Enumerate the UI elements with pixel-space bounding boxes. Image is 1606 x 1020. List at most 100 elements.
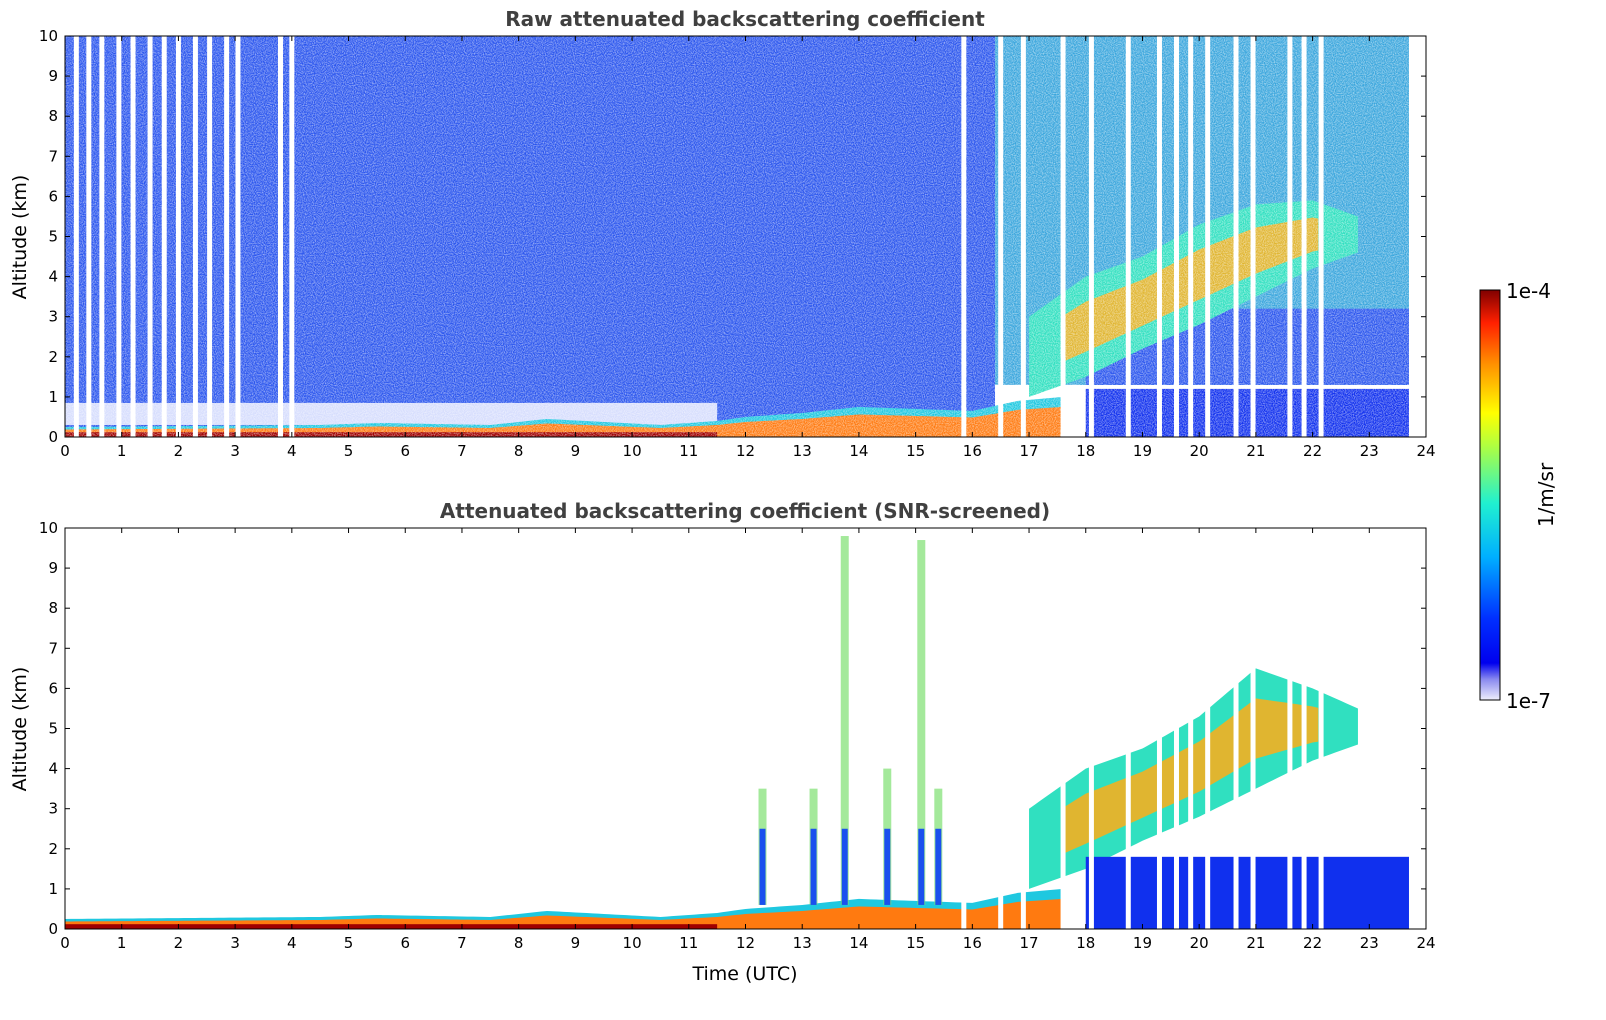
x-tick-label: 3 bbox=[230, 934, 240, 952]
colorbar-gradient bbox=[1479, 289, 1501, 701]
x-tick-label: 21 bbox=[1246, 442, 1265, 460]
y-tick-label: 10 bbox=[39, 27, 58, 45]
data-gap bbox=[224, 36, 230, 437]
heatmap-layer bbox=[65, 528, 1426, 929]
data-gap bbox=[147, 36, 153, 437]
y-axis-label: Altitude (km) bbox=[9, 667, 31, 792]
y-tick-label: 2 bbox=[48, 840, 58, 858]
x-tick-label: 3 bbox=[230, 442, 240, 460]
x-tick-label: 15 bbox=[906, 442, 925, 460]
y-tick-label: 7 bbox=[48, 639, 58, 657]
convective-spike-base bbox=[884, 828, 891, 905]
data-gap bbox=[99, 36, 105, 437]
x-tick-label: 6 bbox=[400, 934, 410, 952]
data-gap bbox=[1188, 528, 1194, 929]
data-gap bbox=[86, 36, 92, 437]
data-gap bbox=[1020, 528, 1026, 929]
x-axis-label: Time (UTC) bbox=[691, 963, 797, 985]
x-tick-label: 11 bbox=[679, 934, 698, 952]
x-tick-label: 20 bbox=[1190, 934, 1209, 952]
y-tick-label: 6 bbox=[48, 187, 58, 205]
data-gap bbox=[116, 36, 122, 437]
x-tick-label: 2 bbox=[174, 934, 184, 952]
x-tick-label: 10 bbox=[623, 442, 642, 460]
x-tick-label: 12 bbox=[736, 934, 755, 952]
y-tick-label: 5 bbox=[48, 228, 58, 246]
y-tick-label: 6 bbox=[48, 679, 58, 697]
panel-title: Raw attenuated backscattering coefficien… bbox=[505, 7, 985, 31]
x-tick-label: 5 bbox=[344, 934, 354, 952]
colorbar-unit-label: 1/m/sr bbox=[1534, 462, 1558, 527]
data-gap bbox=[1173, 36, 1179, 437]
y-tick-label: 3 bbox=[48, 800, 58, 818]
x-tick-label: 16 bbox=[963, 934, 982, 952]
convective-spike bbox=[917, 540, 926, 905]
y-tick-label: 7 bbox=[48, 147, 58, 165]
x-tick-label: 8 bbox=[514, 442, 524, 460]
data-gap bbox=[1287, 36, 1293, 437]
colorbar-min-label: 1e-7 bbox=[1506, 689, 1551, 713]
y-tick-label: 4 bbox=[48, 268, 58, 286]
data-gap bbox=[1287, 528, 1293, 929]
data-gap bbox=[961, 528, 967, 929]
y-tick-label: 4 bbox=[48, 760, 58, 778]
no-data-region bbox=[1408, 528, 1426, 929]
data-gap bbox=[1318, 36, 1324, 437]
x-tick-label: 2 bbox=[174, 442, 184, 460]
data-gap bbox=[1250, 36, 1256, 437]
data-gap bbox=[1301, 36, 1307, 437]
x-tick-label: 12 bbox=[736, 442, 755, 460]
data-gap bbox=[1173, 528, 1179, 929]
data-gap bbox=[1205, 528, 1211, 929]
data-gap bbox=[1233, 528, 1239, 929]
x-tick-label: 22 bbox=[1303, 934, 1322, 952]
x-tick-label: 17 bbox=[1019, 934, 1038, 952]
x-tick-label: 1 bbox=[117, 442, 127, 460]
raw-backscatter-panel: Raw attenuated backscattering coefficien… bbox=[9, 7, 1436, 460]
x-tick-label: 13 bbox=[793, 442, 812, 460]
x-tick-label: 10 bbox=[623, 934, 642, 952]
y-tick-label: 0 bbox=[48, 428, 58, 446]
data-gap bbox=[235, 36, 241, 437]
colorbar: 1e-4 1e-7 1/m/sr bbox=[1479, 279, 1558, 713]
data-gap bbox=[1125, 528, 1131, 929]
x-tick-label: 4 bbox=[287, 442, 297, 460]
screened-backscatter-panel: Attenuated backscattering coefficient (S… bbox=[9, 499, 1436, 985]
data-gap bbox=[1020, 36, 1026, 437]
x-tick-label: 18 bbox=[1076, 934, 1095, 952]
data-gap bbox=[1156, 528, 1162, 929]
y-tick-label: 5 bbox=[48, 720, 58, 738]
x-tick-label: 14 bbox=[849, 442, 868, 460]
data-gap bbox=[998, 36, 1004, 437]
x-tick-label: 13 bbox=[793, 934, 812, 952]
heatmap-layer bbox=[65, 36, 1426, 437]
x-tick-label: 22 bbox=[1303, 442, 1322, 460]
x-tick-label: 24 bbox=[1416, 934, 1435, 952]
data-gap bbox=[1125, 36, 1131, 437]
convective-spike-base bbox=[918, 828, 925, 905]
convective-spike-base bbox=[841, 828, 848, 905]
x-tick-label: 16 bbox=[963, 442, 982, 460]
y-tick-label: 2 bbox=[48, 348, 58, 366]
y-tick-label: 10 bbox=[39, 519, 58, 537]
data-gap bbox=[998, 528, 1004, 929]
panel-title: Attenuated backscattering coefficient (S… bbox=[440, 499, 1050, 523]
data-gap bbox=[1088, 36, 1094, 437]
x-tick-label: 19 bbox=[1133, 934, 1152, 952]
data-gap bbox=[1205, 36, 1211, 437]
data-gap bbox=[1156, 36, 1162, 437]
x-tick-label: 1 bbox=[117, 934, 127, 952]
y-tick-label: 3 bbox=[48, 308, 58, 326]
surface-layer-core bbox=[65, 898, 1064, 929]
surface-layer-base bbox=[65, 924, 718, 929]
data-gap bbox=[1060, 36, 1066, 437]
x-tick-label: 7 bbox=[457, 442, 467, 460]
x-tick-label: 24 bbox=[1416, 442, 1435, 460]
y-tick-label: 0 bbox=[48, 920, 58, 938]
convective-spike-base bbox=[935, 828, 942, 905]
data-gap bbox=[1301, 528, 1307, 929]
x-tick-label: 14 bbox=[849, 934, 868, 952]
data-gap bbox=[961, 36, 967, 437]
x-tick-label: 18 bbox=[1076, 442, 1095, 460]
